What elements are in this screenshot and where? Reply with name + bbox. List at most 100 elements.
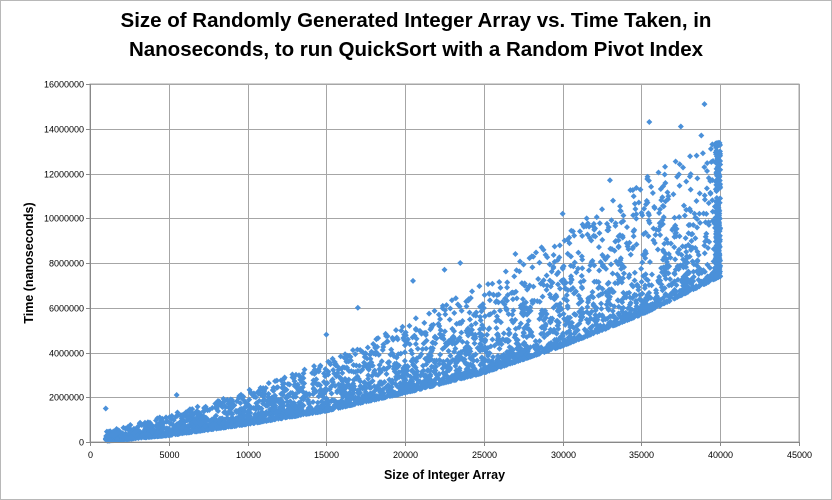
data-point: [381, 379, 388, 386]
data-point: [598, 305, 605, 312]
data-point: [701, 101, 708, 108]
data-point: [440, 369, 447, 376]
data-point: [694, 175, 701, 182]
data-point: [490, 354, 497, 361]
data-point: [642, 248, 649, 255]
data-point: [689, 244, 696, 251]
data-point: [327, 383, 334, 390]
data-point: [585, 296, 592, 303]
data-point: [618, 219, 625, 226]
data-point: [686, 253, 693, 260]
data-point: [617, 208, 624, 215]
data-point: [375, 382, 382, 389]
data-point: [470, 335, 477, 342]
data-point: [521, 282, 528, 289]
data-point: [388, 392, 395, 399]
data-point: [631, 291, 638, 298]
data-point: [269, 404, 276, 411]
data-point: [704, 261, 711, 268]
data-point: [576, 320, 583, 327]
data-point: [617, 257, 624, 264]
data-point: [470, 312, 477, 319]
data-point: [700, 210, 707, 217]
data-point: [667, 240, 674, 247]
data-point: [715, 185, 722, 192]
data-point: [340, 393, 347, 400]
data-point: [571, 290, 578, 297]
data-point: [611, 303, 618, 310]
data-point: [352, 368, 359, 375]
data-point: [687, 186, 694, 193]
data-point: [445, 347, 452, 354]
data-point: [452, 295, 459, 302]
data-point: [661, 240, 668, 247]
data-point: [419, 346, 426, 353]
data-point: [716, 177, 723, 184]
data-point: [620, 270, 627, 277]
data-point: [477, 303, 484, 310]
data-point: [620, 304, 627, 311]
data-point: [687, 208, 694, 215]
data-point: [564, 302, 571, 309]
data-point: [707, 145, 714, 152]
data-point: [468, 322, 475, 329]
data-point: [505, 331, 512, 338]
data-point: [642, 296, 649, 303]
data-point: [317, 407, 324, 414]
data-point: [540, 277, 547, 284]
data-point: [615, 303, 622, 310]
x-tick-label: 25000: [472, 450, 497, 460]
data-point: [441, 328, 448, 335]
data-point: [315, 393, 322, 400]
data-point: [662, 291, 669, 298]
data-point: [516, 268, 523, 275]
data-point: [394, 391, 401, 398]
data-point: [713, 246, 720, 253]
data-point: [623, 224, 630, 231]
data-point: [596, 230, 603, 237]
data-point: [638, 278, 645, 285]
data-point: [276, 399, 283, 406]
data-point: [136, 420, 143, 427]
data-point: [596, 220, 603, 227]
data-point: [332, 398, 339, 405]
data-point: [653, 289, 660, 296]
data-point: [694, 224, 701, 231]
data-point: [461, 356, 468, 363]
data-point: [412, 315, 419, 322]
data-point: [401, 331, 408, 338]
data-point: [278, 413, 285, 420]
data-point: [456, 303, 463, 310]
data-point: [182, 426, 189, 433]
data-point: [504, 279, 511, 286]
data-point: [401, 375, 408, 382]
data-point: [629, 245, 636, 252]
data-point: [127, 421, 134, 428]
data-point: [373, 348, 380, 355]
data-point: [393, 327, 400, 334]
data-point: [347, 385, 354, 392]
data-point: [192, 418, 199, 425]
data-point: [177, 412, 184, 419]
data-point: [661, 285, 668, 292]
data-point: [439, 365, 446, 372]
data-point: [630, 228, 637, 235]
data-point: [578, 253, 585, 260]
data-point: [646, 259, 653, 266]
data-point: [375, 394, 382, 401]
data-point: [307, 404, 314, 411]
data-point: [401, 357, 408, 364]
data-point: [694, 258, 701, 265]
y-tick-label: 6000000: [49, 304, 84, 314]
data-point: [610, 322, 617, 329]
data-point: [578, 284, 585, 291]
data-point: [386, 358, 393, 365]
data-point: [540, 246, 547, 253]
data-point: [398, 390, 405, 397]
data-point: [426, 375, 433, 382]
data-point: [610, 197, 617, 204]
data-point: [105, 429, 112, 436]
data-point: [579, 232, 586, 239]
data-point: [311, 407, 318, 414]
data-point: [512, 251, 519, 258]
